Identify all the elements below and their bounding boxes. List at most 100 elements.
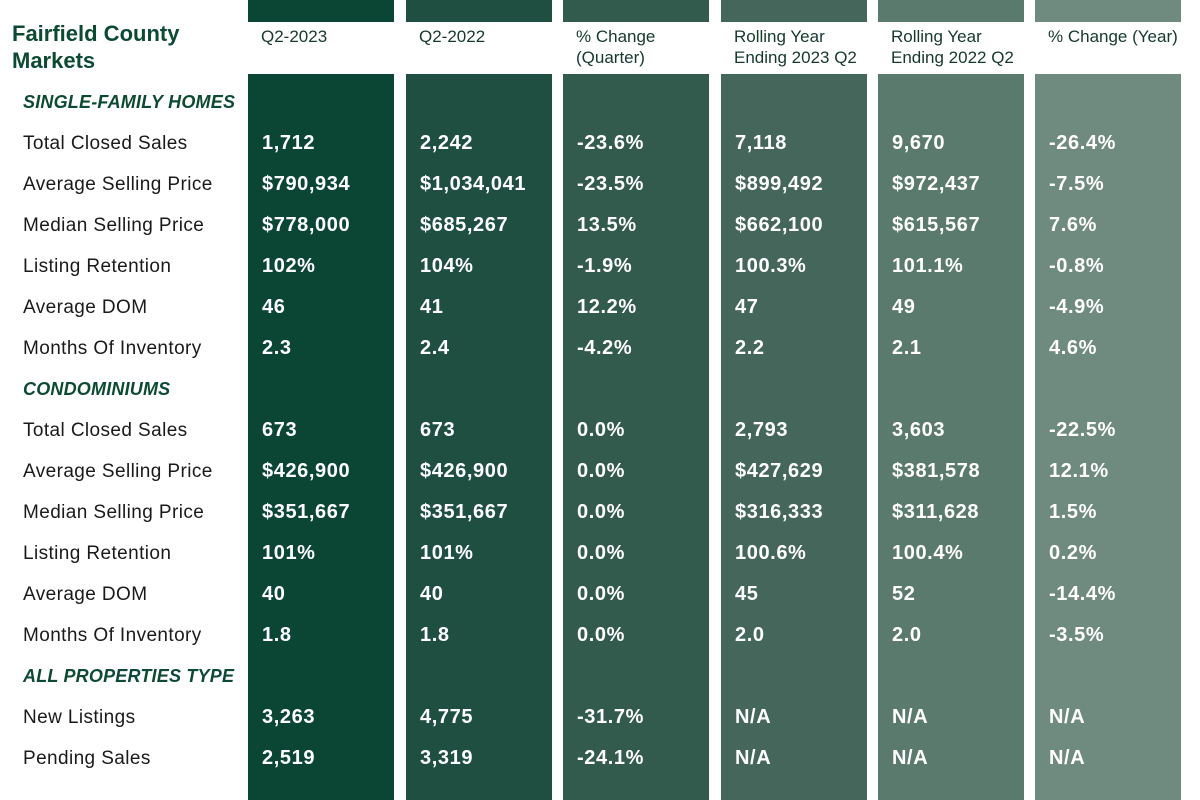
table-cell: 102% [262,255,316,277]
table-cell: $426,900 [262,460,351,482]
table-cell: 4.6% [1049,337,1097,359]
table-cell: 2.1 [892,337,922,359]
table-cell: 1,712 [262,132,316,154]
table-cell: 3,603 [892,419,946,441]
table-cell: $427,629 [735,460,824,482]
table-cell: $778,000 [262,214,351,236]
table-cell: -4.9% [1049,296,1105,318]
table-cell: -23.5% [577,173,644,195]
column-band-3 [563,0,709,800]
section-label: CONDOMINIUMS [23,379,171,399]
table-cell: -4.2% [577,337,633,359]
table-cell: 41 [420,296,444,318]
table-cell: $790,934 [262,173,351,195]
table-cell: 3,319 [420,747,474,769]
table-cell: 104% [420,255,474,277]
table-cell: -3.5% [1049,624,1105,646]
section-label: SINGLE-FAMILY HOMES [23,92,236,112]
table-cell: $615,567 [892,214,981,236]
table-cell: 13.5% [577,214,637,236]
section-label: ALL PROPERTIES TYPE [23,666,235,686]
table-cell: 2,242 [420,132,474,154]
table-cell: N/A [892,706,929,728]
table-cell: 100.4% [892,542,964,564]
table-cell: 2,793 [735,419,789,441]
table-cell: $1,034,041 [420,173,527,195]
table-cell: $351,667 [262,501,351,523]
table-cell: 0.0% [577,542,625,564]
table-cell: 12.1% [1049,460,1109,482]
table-cell: 100.6% [735,542,807,564]
table-cell: 0.2% [1049,542,1097,564]
table-cell: -23.6% [577,132,644,154]
table-cell: 7,118 [735,132,787,154]
table-cell: 3,263 [262,706,316,728]
table-title: Fairfield County Markets [12,21,180,73]
table-cell: -22.5% [1049,419,1116,441]
table-cell: 101% [420,542,474,564]
table-cell: 47 [735,296,759,318]
table-cell: 0.0% [577,624,625,646]
table-cell: 101.1% [892,255,964,277]
column-band-6 [1035,0,1181,800]
table-cell: $316,333 [735,501,824,523]
column-band-2 [406,0,552,800]
row-label: Average DOM [23,584,148,605]
table-cell: -0.8% [1049,255,1105,277]
table-cell: 1.8 [262,624,292,646]
row-label: Total Closed Sales [23,133,188,154]
column-band-4 [721,0,867,800]
table-cell: 40 [420,583,444,605]
table-cell: -31.7% [577,706,644,728]
table-cell: 2.0 [735,624,765,646]
column-header-1: Q2-2023 [248,22,394,74]
table-cell: 40 [262,583,286,605]
row-label: Listing Retention [23,256,172,277]
table-cell: 4,775 [420,706,474,728]
table-cell: $351,667 [420,501,509,523]
table-cell: $899,492 [735,173,824,195]
table-cell: $311,628 [892,501,980,523]
table-cell: 2.2 [735,337,765,359]
table-cell: N/A [735,747,772,769]
row-label: Total Closed Sales [23,420,188,441]
table-cell: 46 [262,296,286,318]
table-cell: 0.0% [577,460,625,482]
column-band-5 [878,0,1024,800]
table-cell: 52 [892,583,916,605]
table-cell: -1.9% [577,255,633,277]
table-cell: -14.4% [1049,583,1116,605]
table-cell: -7.5% [1049,173,1105,195]
table-cell: 2.0 [892,624,922,646]
row-label: Listing Retention [23,543,172,564]
table-cell: 673 [262,419,298,441]
row-label: Median Selling Price [23,502,205,523]
column-band-1 [248,0,394,800]
column-header-2: Q2-2022 [406,22,552,74]
table-cell: -24.1% [577,747,644,769]
table-cell: 45 [735,583,759,605]
table-cell: 1.5% [1049,501,1097,523]
table-cell: 0.0% [577,501,625,523]
table-cell: 12.2% [577,296,637,318]
table-cell: 49 [892,296,916,318]
table-cell: $685,267 [420,214,509,236]
row-label: Average Selling Price [23,174,213,195]
row-label: New Listings [23,707,136,728]
table-cell: N/A [892,747,929,769]
table-cell: 1.8 [420,624,450,646]
row-label: Average DOM [23,297,148,318]
row-label: Months Of Inventory [23,625,202,646]
table-cell: 100.3% [735,255,807,277]
table-cell: N/A [1049,706,1086,728]
column-header-3: % Change (Quarter) [563,22,709,74]
table-cell: $426,900 [420,460,509,482]
row-label: Average Selling Price [23,461,213,482]
column-header-5: Rolling Year Ending 2022 Q2 [878,22,1024,74]
column-header-4: Rolling Year Ending 2023 Q2 [721,22,867,74]
table-cell: N/A [735,706,772,728]
table-cell: -26.4% [1049,132,1116,154]
table-cell: 101% [262,542,316,564]
table-cell: N/A [1049,747,1086,769]
row-label: Months Of Inventory [23,338,202,359]
